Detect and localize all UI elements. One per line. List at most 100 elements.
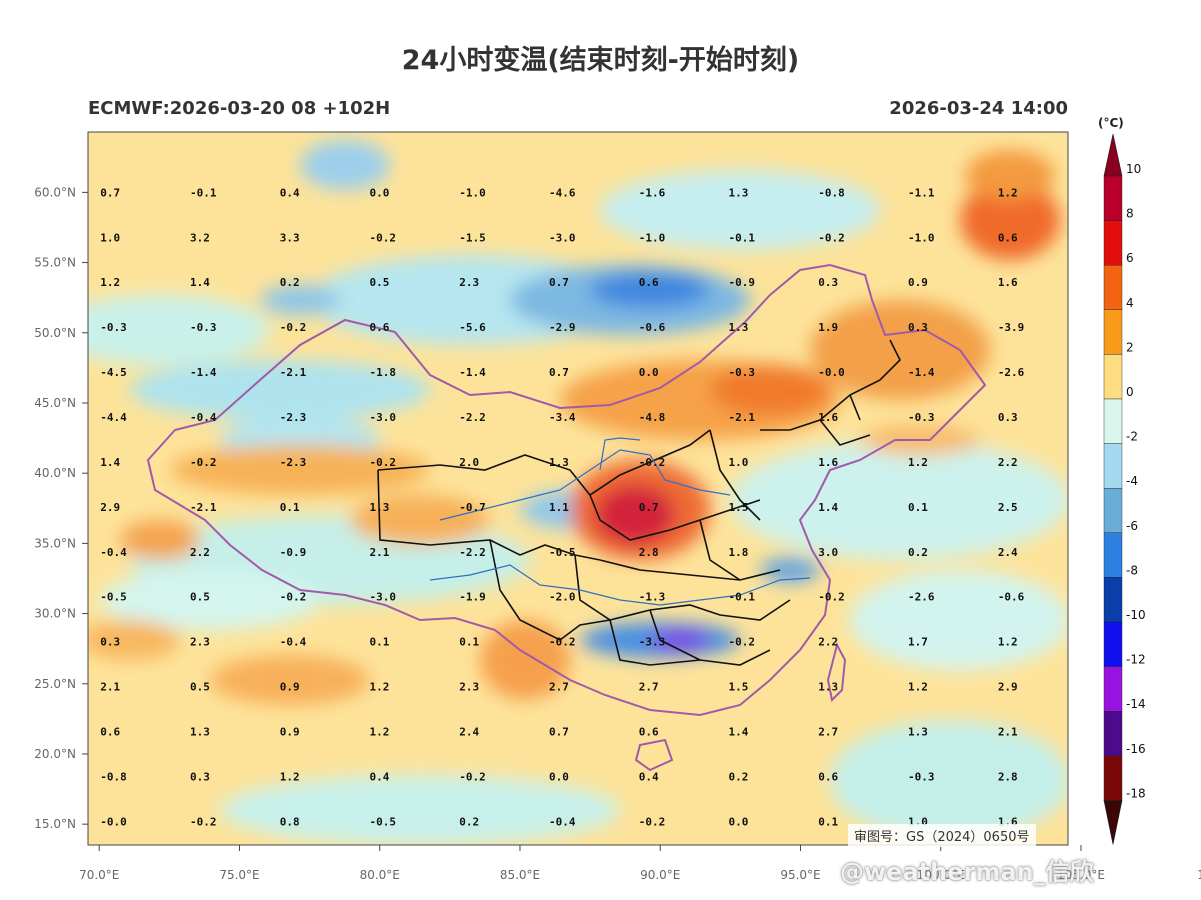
grid-value: 1.2 [908,681,928,694]
legend-color-box [1103,220,1123,266]
lat-tick-label: 60.0°N [34,185,76,199]
grid-value: -2.2 [459,411,486,424]
grid-value: 0.1 [818,815,838,828]
grid-value: -2.6 [998,366,1025,379]
grid-value: -3.3 [639,636,666,649]
legend-level-label: 8 [1126,207,1134,221]
grid-value: 3.0 [818,546,838,559]
grid-value: -0.5 [549,546,576,559]
grid-value: 1.2 [370,681,390,694]
legend-color-box [1103,488,1123,534]
grid-value: -0.4 [549,815,576,828]
grid-value: -0.8 [100,770,127,783]
grid-value: 2.8 [639,546,659,559]
grid-value: 1.4 [729,726,749,739]
grid-value: -0.0 [818,366,845,379]
grid-value: 1.3 [729,321,749,334]
map-title: 24小时变温(结束时刻-开始时刻) [401,45,800,76]
grid-value: -0.2 [639,456,666,469]
grid-value: 1.8 [729,546,749,559]
grid-value: -2.3 [280,411,307,424]
grid-value: 0.2 [459,815,479,828]
grid-value: -0.2 [370,456,397,469]
legend-level-label: -14 [1126,697,1146,711]
lat-tick-label: 25.0°N [34,677,76,691]
grid-value: -0.1 [729,231,756,244]
grid-value: -0.8 [818,186,845,199]
grid-value: 1.9 [818,321,838,334]
grid-value: 0.1 [459,636,479,649]
grid-value: 0.7 [100,186,120,199]
grid-value: 3.2 [190,231,210,244]
legend-color-box [1103,309,1123,355]
grid-value: -1.8 [370,366,397,379]
grid-value: -0.5 [370,815,397,828]
legend-level-label: 10 [1126,162,1141,176]
grid-value: 1.4 [100,456,120,469]
legend-level-label: 6 [1126,251,1134,265]
grid-value: 1.5 [729,681,749,694]
grid-value: -0.9 [729,276,756,289]
lat-tick-label: 45.0°N [34,396,76,410]
grid-value: 2.8 [998,770,1018,783]
grid-value: -0.1 [729,591,756,604]
grid-value: -0.4 [100,546,127,559]
grid-value: -2.3 [280,456,307,469]
lat-tick-label: 35.0°N [34,536,76,550]
grid-value: -1.1 [908,186,935,199]
grid-value: 0.6 [100,726,120,739]
lon-tick-label: 75.0°E [219,868,259,882]
grid-value: 0.3 [998,411,1018,424]
grid-value: 2.5 [998,501,1018,514]
rivers [429,437,811,606]
lon-tick-label: 70.0°E [79,868,119,882]
grid-value: 0.4 [280,186,300,199]
grid-value: 1.6 [818,456,838,469]
grid-value: -0.9 [280,546,307,559]
grid-value: -0.2 [459,770,486,783]
grid-value: 1.3 [190,726,210,739]
grid-value: 0.6 [639,726,659,739]
lat-tick-label: 50.0°N [34,326,76,340]
grid-value: 1.5 [729,501,749,514]
grid-value: 1.7 [908,636,928,649]
grid-value: -0.0 [100,815,127,828]
grid-value: -2.1 [280,366,307,379]
grid-value: -2.6 [908,591,935,604]
grid-value: 0.7 [639,501,659,514]
grid-value: -0.7 [459,501,486,514]
lon-tick-label: 100.0°E [917,868,965,882]
watermark: @weatherman_信欣 [840,858,1094,886]
grid-value: -0.2 [280,321,307,334]
legend-color-box [1103,666,1123,712]
grid-value: 0.4 [370,770,390,783]
grid-value: 1.3 [549,456,569,469]
grid-value: 1.3 [818,681,838,694]
grid-value: 1.2 [998,636,1018,649]
grid-value: 2.1 [370,546,390,559]
grid-value: -3.4 [549,411,576,424]
legend-unit: (°C) [1098,116,1124,130]
grid-value: 0.6 [998,231,1018,244]
grid-value: 2.3 [459,681,479,694]
provincial-boundaries [377,339,901,666]
grid-value: -2.1 [729,411,756,424]
grid-value: 0.6 [639,276,659,289]
grid-value: -1.4 [908,366,935,379]
grid-value: 0.3 [908,321,928,334]
grid-value: 2.2 [190,546,210,559]
grid-value: -0.2 [639,815,666,828]
lon-tick-label: 110.0°E [1197,868,1201,882]
grid-value: 0.2 [729,770,749,783]
grid-value: -1.4 [459,366,486,379]
grid-value: 1.2 [280,770,300,783]
grid-value: 0.7 [549,276,569,289]
grid-value: 1.6 [998,276,1018,289]
grid-value: 0.9 [280,681,300,694]
grid-value: 2.4 [998,546,1018,559]
grid-value: 2.4 [459,726,479,739]
grid-value: -4.5 [100,366,127,379]
value-grid: 0.7 -0.1 0.4 0.0 -1.0 -4.6 -1.6 1.3 -0.8 -1.1 1.2 -… [100,186,1025,828]
legend-color-box [1103,175,1123,221]
grid-value: -0.1 [190,186,217,199]
